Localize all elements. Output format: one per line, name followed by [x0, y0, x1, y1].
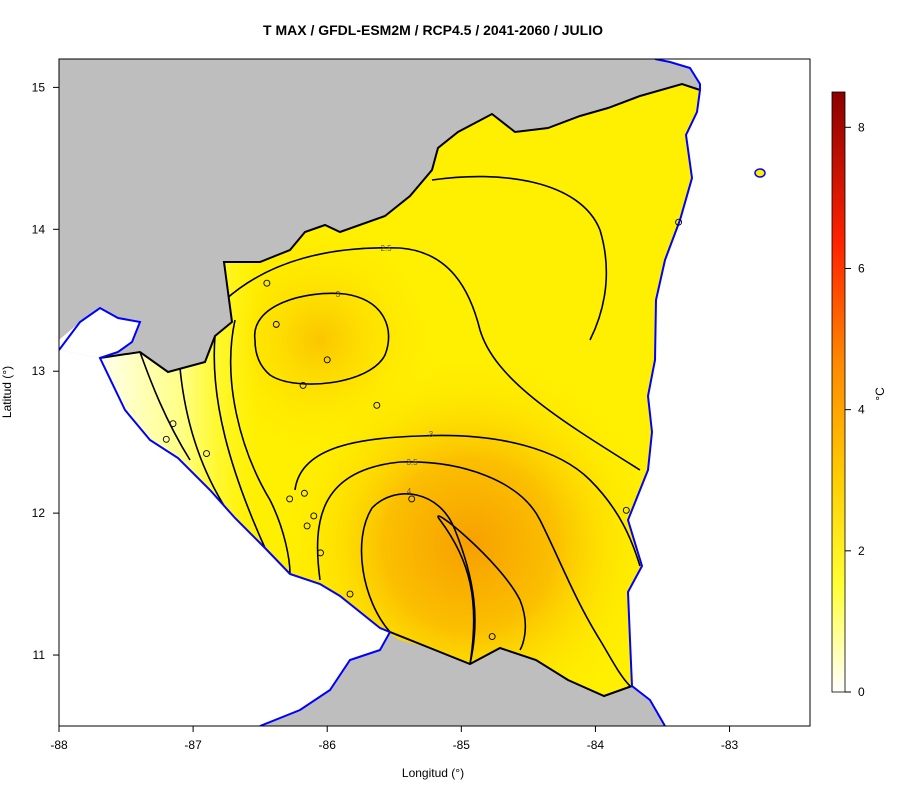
contour-west-4 — [229, 319, 291, 575]
station-marker — [272, 320, 280, 328]
x-tick-label: -83 — [721, 738, 739, 752]
x-tick-label: -86 — [319, 738, 337, 752]
contour-inner-south — [437, 515, 527, 665]
contour-labels: 2.5 3 3 3.5 4 — [336, 244, 434, 496]
contour-northeast — [431, 175, 608, 341]
station-marker — [303, 522, 311, 530]
contour-4 — [360, 493, 476, 665]
colorbar-tick-label: 4 — [858, 403, 865, 417]
x-tick-label: -87 — [184, 738, 202, 752]
colorbar-label: °C — [873, 387, 887, 401]
station-marker — [622, 506, 630, 514]
station-marker — [162, 435, 170, 443]
contour-west-3 — [213, 335, 266, 549]
x-tick-label: -84 — [587, 738, 605, 752]
station-marker — [317, 549, 324, 557]
contour-3-south — [294, 434, 641, 567]
plot-frame — [58, 58, 811, 727]
x-tick-label: -85 — [453, 738, 471, 752]
contour-west-2 — [179, 367, 231, 516]
station-marker — [675, 218, 683, 226]
contour-label: 4 — [407, 487, 412, 496]
station-marker — [488, 633, 496, 641]
colorbar-tick-label: 0 — [858, 685, 865, 699]
y-tick-label: 14 — [32, 222, 46, 236]
colorbar-tick-label: 8 — [858, 120, 865, 134]
contour-3-north-loop — [254, 292, 390, 385]
contour-west-1 — [139, 351, 191, 461]
contour-label: 3 — [336, 290, 341, 299]
caribbean-coastline — [626, 59, 701, 726]
gulf-of-fonseca — [59, 308, 140, 358]
contour-3.5 — [316, 461, 631, 687]
caribbean-sea — [628, 59, 810, 726]
pacific-coastline — [59, 306, 391, 726]
nicaragua-border — [99, 82, 701, 374]
colorbar-tick-label: 6 — [858, 261, 865, 275]
station-marker — [408, 495, 416, 503]
y-tick-label: 12 — [32, 506, 46, 520]
colorbar-gradient — [831, 91, 846, 693]
contour-2.5-north — [224, 247, 641, 471]
y-axis-label: Latitud (°) — [0, 366, 14, 418]
contour-label: 3 — [429, 430, 434, 439]
x-axis: -88 -87 -86 -85 -84 -83 — [50, 726, 739, 752]
station-marker — [169, 420, 177, 428]
colorbar: 0 2 4 6 8 °C — [831, 91, 887, 699]
station-markers — [162, 218, 683, 641]
station-marker — [346, 590, 354, 598]
y-tick-label: 15 — [32, 80, 46, 94]
station-marker — [373, 401, 381, 409]
y-axis: 11 12 13 14 15 — [32, 80, 59, 662]
map-panel: 2.5 3 3 3.5 4 — [59, 59, 810, 726]
caribbean-north-water — [655, 59, 810, 84]
y-tick-label: 13 — [32, 364, 46, 378]
contour-label: 2.5 — [380, 244, 392, 253]
x-axis-label: Longitud (°) — [402, 766, 464, 780]
station-marker — [310, 512, 318, 520]
contour-label: 3.5 — [406, 458, 418, 467]
station-marker — [300, 489, 308, 497]
x-tick-label: -88 — [50, 738, 68, 752]
corn-islands — [754, 168, 766, 178]
costa-rica-border — [389, 631, 633, 698]
station-marker — [286, 495, 294, 503]
station-marker — [203, 450, 210, 457]
chart-title: T MAX / GFDL-ESM2M / RCP4.5 / 2041-2060 … — [263, 22, 603, 38]
colorbar-tick-label: 2 — [858, 544, 865, 558]
station-marker — [299, 381, 307, 389]
y-tick-label: 11 — [33, 648, 46, 662]
colorbar-ticks: 0 2 4 6 8 — [845, 120, 865, 699]
station-marker — [263, 279, 271, 287]
contour-lines — [139, 175, 641, 687]
pacific-ocean — [59, 350, 390, 726]
station-marker — [323, 356, 331, 364]
